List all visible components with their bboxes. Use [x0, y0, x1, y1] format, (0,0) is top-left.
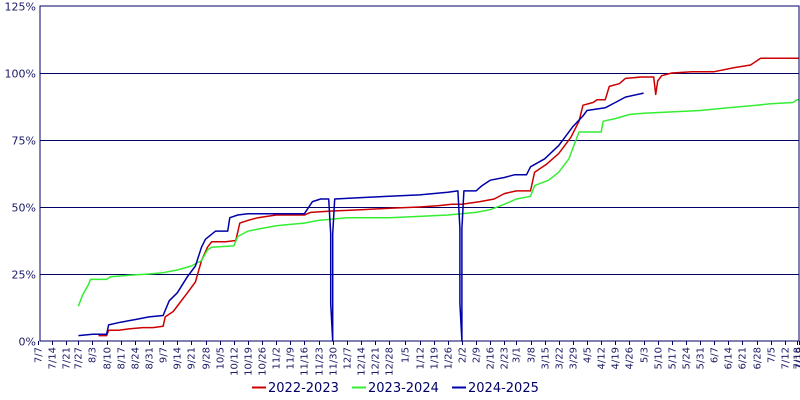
x-tick-label: 9/21 [187, 347, 198, 369]
x-tick-label: 7/21 [62, 347, 73, 369]
series-layer [77, 57, 799, 342]
series-line-2023-2024 [77, 99, 799, 307]
x-tick-label: 5/3 [640, 347, 651, 363]
y-tick-label: 0% [19, 336, 36, 349]
x-tick-label: 11/16 [300, 347, 311, 376]
y-tick-label: 25% [12, 269, 36, 282]
x-tick-label: 1/19 [430, 347, 441, 369]
x-tick-label: 3/22 [555, 347, 566, 369]
x-tick-label: 2/16 [486, 347, 497, 369]
x-tick-label: 2/2 [458, 347, 469, 363]
x-tick-label: 7/27 [74, 347, 85, 369]
x-tick-label: 7/14 [48, 347, 59, 369]
x-tick-label: 4/19 [611, 347, 622, 369]
x-tick-label: 3/29 [569, 347, 580, 369]
x-tick-label: 8/10 [103, 347, 114, 369]
x-tick-label: 5/24 [682, 347, 693, 369]
x-tick-label: 11/30 [329, 347, 340, 376]
y-tick-label: 125% [5, 1, 36, 14]
legend: 2022-2023 2023-2024 2024-2025 [252, 381, 539, 396]
x-tick-label: 10/5 [216, 347, 227, 369]
x-tick-label: 9/28 [202, 347, 213, 369]
x-tick-label: 2/9 [472, 347, 483, 363]
x-tick-label: 11/9 [286, 347, 297, 369]
x-tick-label: 10/12 [230, 347, 241, 376]
x-tick-label: 6/28 [753, 347, 764, 369]
x-tick-label: 11/2 [272, 347, 283, 369]
x-tick-label: 7/7 [34, 347, 45, 363]
plot-area-frame [39, 5, 800, 342]
y-tick-label: 100% [5, 68, 36, 81]
x-tick-label: 8/3 [88, 347, 99, 363]
legend-label: 2023-2024 [368, 381, 439, 396]
series-line-2022-2023 [98, 57, 799, 337]
x-tick-label: 11/23 [315, 347, 326, 376]
x-tick-label: 2/23 [500, 347, 511, 369]
x-tick-label: 4/5 [583, 347, 594, 363]
grid-layer [40, 73, 799, 275]
legend-label: 2024-2025 [468, 381, 539, 396]
x-tick-label: 7/18 [793, 347, 800, 369]
x-tick-label: 6/7 [710, 347, 721, 363]
x-tick-label: 3/8 [527, 347, 538, 363]
x-tick-label: 9/7 [159, 347, 170, 363]
x-tick-label: 12/7 [343, 347, 354, 369]
x-tick-label: 6/21 [738, 347, 749, 369]
x-tick-label: 9/14 [173, 347, 184, 369]
x-tick-label: 5/10 [654, 347, 665, 369]
x-tick-label: 5/31 [696, 347, 707, 369]
series-line-2024-2025 [78, 92, 644, 342]
y-tick-label: 50% [12, 202, 36, 215]
x-tick-label: 7/12 [781, 347, 792, 369]
y-tick-label: 75% [12, 135, 36, 148]
x-tick-label: 4/26 [625, 347, 636, 369]
x-tick-label: 5/17 [668, 347, 679, 369]
x-tick-label: 1/5 [401, 347, 412, 363]
x-tick-label: 1/12 [416, 347, 427, 369]
legend-label: 2022-2023 [268, 381, 339, 396]
x-tick-label: 7/5 [767, 347, 778, 363]
x-tick-label: 8/24 [131, 347, 142, 369]
x-tick-label: 1/26 [444, 347, 455, 369]
x-tick-label: 10/26 [258, 347, 269, 376]
x-tick-label: 6/14 [724, 347, 735, 369]
x-tick-label: 3/1 [512, 347, 523, 363]
x-tick-label: 8/31 [145, 347, 156, 369]
x-tick-label: 12/21 [371, 347, 382, 376]
x-tick-label: 12/28 [385, 347, 396, 376]
x-axis: 7/7 7/14 7/21 7/27 8/3 8/10 8/17 8/24 8/31 9/7 9/1… [34, 341, 800, 376]
x-tick-label: 7/19 [795, 347, 800, 369]
x-tick-label: 3/15 [541, 347, 552, 369]
y-axis: 0% 25% 50% 75% 100% 125% [5, 1, 36, 349]
x-tick-label: 12/14 [357, 347, 368, 376]
x-tick-label: 10/19 [244, 347, 255, 376]
x-tick-label: 4/12 [597, 347, 608, 369]
x-tick-label: 8/17 [117, 347, 128, 369]
